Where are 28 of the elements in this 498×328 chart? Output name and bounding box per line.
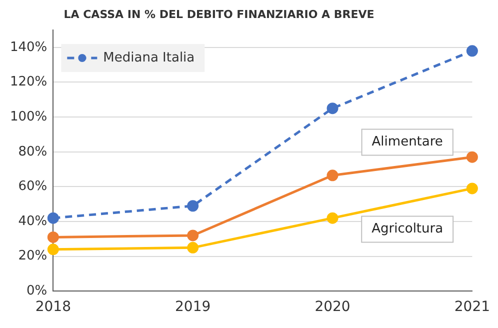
point bbox=[187, 230, 199, 242]
y-tick-label: 80% bbox=[18, 144, 48, 160]
y-tick-label: 20% bbox=[18, 248, 48, 264]
x-tick-label: 2018 bbox=[35, 299, 71, 316]
y-tick-label: 140% bbox=[10, 40, 48, 55]
point bbox=[187, 242, 199, 254]
chart-title: LA CASSA IN % DEL DEBITO FINANZIARIO A BREVE bbox=[62, 8, 376, 21]
y-tick-label: 100% bbox=[10, 109, 48, 124]
y-tick-label: 120% bbox=[10, 74, 48, 90]
series-label: Alimentare bbox=[372, 134, 443, 150]
point bbox=[187, 200, 199, 212]
point bbox=[47, 231, 59, 243]
point bbox=[466, 151, 478, 163]
x-tick-label: 2021 bbox=[454, 299, 490, 316]
point bbox=[326, 102, 338, 114]
point bbox=[326, 170, 338, 182]
x-tick-label: 2019 bbox=[175, 299, 211, 316]
y-tick-label: 0% bbox=[26, 284, 48, 299]
series-label: Agricoltura bbox=[372, 222, 444, 237]
point bbox=[47, 244, 59, 256]
legend-label: Mediana Italia bbox=[103, 50, 195, 66]
point bbox=[47, 212, 59, 224]
y-tick-label: 40% bbox=[18, 214, 48, 229]
x-tick-label: 2020 bbox=[314, 299, 350, 316]
y-tick-label: 60% bbox=[18, 179, 48, 194]
point bbox=[466, 182, 478, 194]
point bbox=[466, 45, 478, 57]
point bbox=[326, 212, 338, 224]
